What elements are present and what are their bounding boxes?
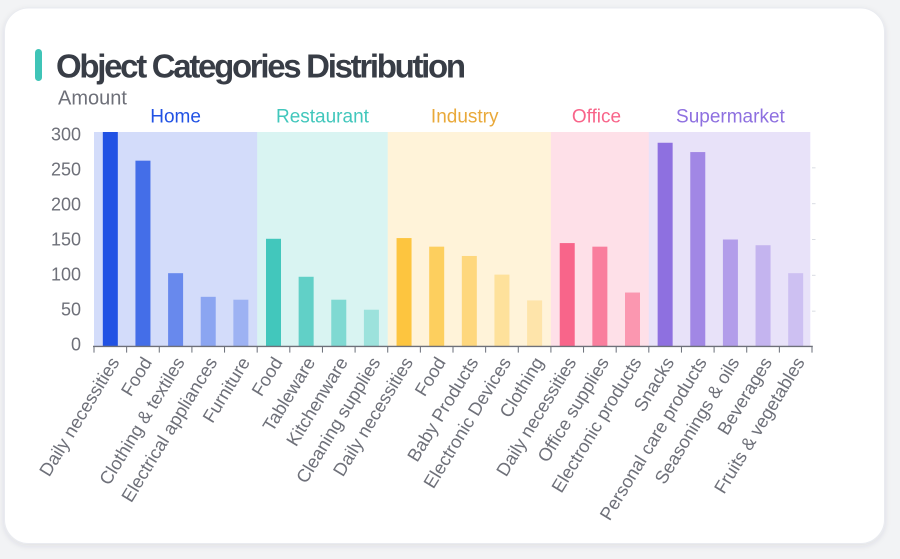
svg-text:Supermarket: Supermarket <box>676 107 785 128</box>
svg-text:150: 150 <box>51 229 81 249</box>
svg-text:Restaurant: Restaurant <box>276 107 370 128</box>
svg-text:0: 0 <box>71 334 81 354</box>
svg-text:Amount: Amount <box>58 88 127 110</box>
svg-text:Home: Home <box>150 107 201 128</box>
svg-text:100: 100 <box>51 264 81 284</box>
svg-text:Office: Office <box>572 107 621 128</box>
svg-text:50: 50 <box>61 299 81 319</box>
svg-text:250: 250 <box>51 159 81 179</box>
svg-text:Industry: Industry <box>431 107 499 128</box>
svg-text:200: 200 <box>51 194 81 214</box>
svg-text:300: 300 <box>51 124 81 144</box>
svg-text:Object Categories Distribution: Object Categories Distribution <box>56 48 465 85</box>
